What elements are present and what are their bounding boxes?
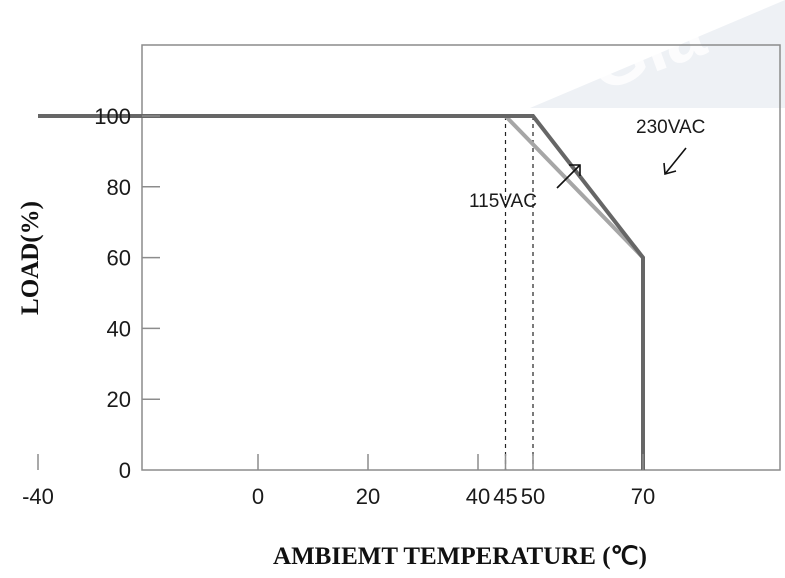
annotation-115vac: 115VAC (469, 191, 537, 212)
y-tick-label-60: 60 (107, 246, 131, 271)
x-tick-label--40: -40 (22, 484, 54, 509)
arrowhead-115vac (569, 164, 581, 176)
x-tick-label-50: 50 (521, 484, 545, 509)
annotations: 230VAC 115VAC (469, 117, 705, 212)
y-axis-ticks: 0 20 40 60 80 100 (94, 104, 160, 483)
y-tick-label-80: 80 (107, 175, 131, 200)
x-tick-label-0: 0 (252, 484, 264, 509)
plot-frame (141, 44, 781, 471)
y-tick-label-100: 100 (94, 104, 131, 129)
y-tick-label-20: 20 (107, 387, 131, 412)
y-tick-label-0: 0 (119, 458, 131, 483)
x-tick-label-70: 70 (631, 484, 655, 509)
series-layer (38, 114, 645, 470)
series-230vac (38, 114, 645, 470)
x-axis-ticks: -40 0 20 40 45 50 70 (22, 454, 655, 509)
y-tick-label-40: 40 (107, 316, 131, 341)
x-axis-title: AMBIEMT TEMPERATURE (℃) (273, 543, 647, 570)
y-axis-title: LOAD(%) (17, 201, 44, 315)
arrow-230vac (664, 147, 687, 175)
x-tick-label-20: 20 (356, 484, 380, 509)
x-tick-label-45: 45 (493, 484, 517, 509)
watermark-layer: Gla (530, 0, 785, 108)
arrowhead-230vac (663, 162, 677, 176)
arrow-115vac (556, 164, 581, 189)
watermark-shape (530, 0, 785, 108)
reference-lines (504, 116, 534, 470)
annotation-230vac: 230VAC (636, 117, 705, 138)
x-tick-label-40: 40 (466, 484, 490, 509)
